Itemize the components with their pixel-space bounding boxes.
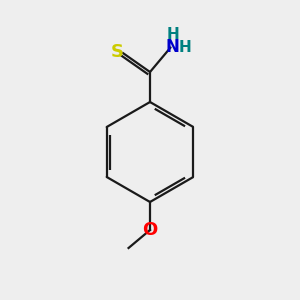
Text: S: S (111, 44, 124, 62)
Text: H: H (166, 27, 179, 42)
Text: O: O (142, 221, 158, 239)
Text: H: H (178, 40, 191, 55)
Text: N: N (166, 38, 179, 56)
